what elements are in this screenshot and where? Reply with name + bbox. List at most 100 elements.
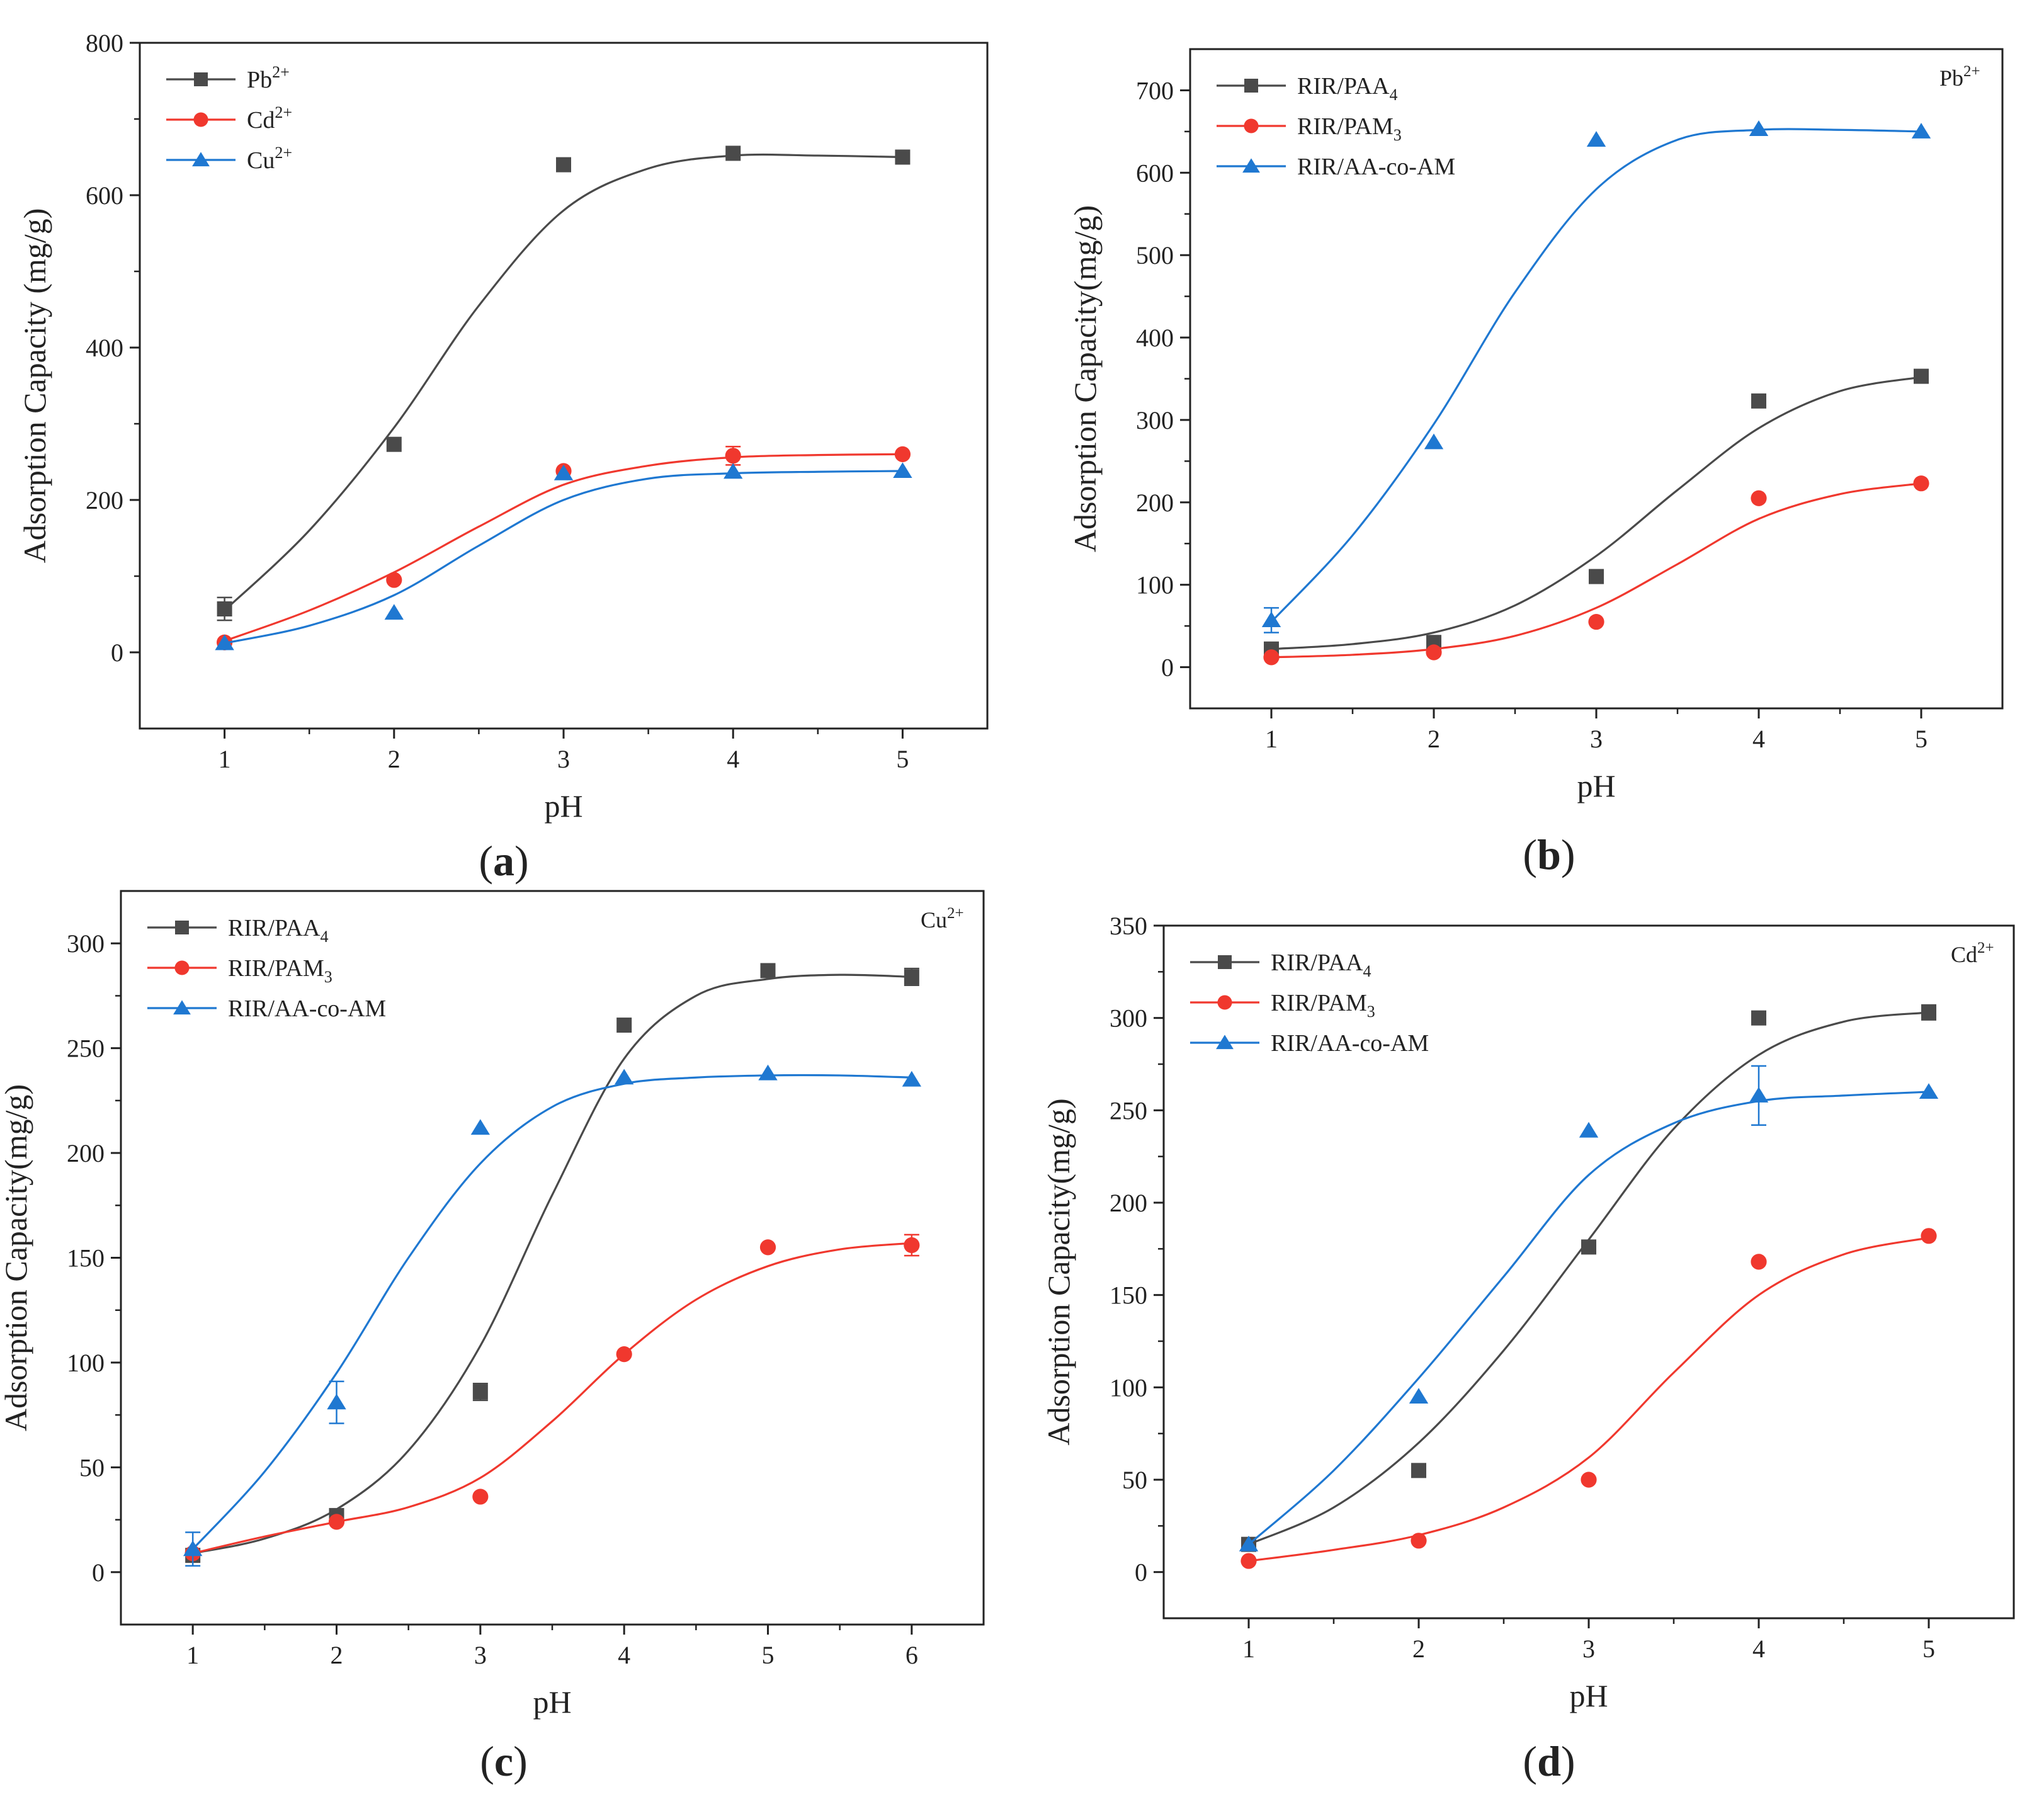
x-tick-label: 5 [1922,1635,1935,1663]
legend-entry: RIR/PAM3 [1271,990,1375,1021]
fit-curve-1 [224,453,903,642]
data-point [1921,1004,1936,1020]
legend-marker [1217,995,1232,1010]
legend-marker [193,112,208,127]
fit-curve-2 [1270,128,1922,623]
x-tick-label: 5 [896,745,909,773]
data-point [1586,131,1606,147]
legend-entry: RIR/PAA4 [1271,950,1371,980]
legend-entry: Cd2+ [247,103,292,133]
data-point [386,436,402,452]
x-tick-label: 5 [762,1641,775,1669]
data-point [1579,1121,1599,1138]
data-point [217,601,232,617]
y-tick-label: 50 [1122,1466,1147,1494]
data-point [904,1237,920,1254]
data-point [893,462,912,479]
x-tick-label: 4 [727,745,739,773]
data-point [894,446,911,463]
y-tick-label: 300 [1110,1004,1147,1033]
x-axis-label: pH [544,788,582,824]
data-point [327,1393,346,1410]
data-point [183,1540,203,1557]
legend-entry: Pb2+ [247,63,290,93]
fit-curve-2 [191,1074,912,1550]
x-tick-label: 1 [1242,1635,1255,1663]
chart-panel-c: 1 2 3 4 5 6 0 50 100 150 200 250 300 pH Adsorption Cap… [0,890,985,1785]
fit-curve-0 [192,973,912,1555]
data-point [1581,1239,1596,1255]
ion-label: Cd2+ [1951,939,1994,967]
data-point [614,1069,634,1085]
y-tick-label: 600 [86,181,123,210]
fit-curve-0 [1248,1011,1929,1546]
y-tick-label: 50 [79,1453,105,1482]
legend-marker [1242,158,1260,173]
x-tick-label: 4 [618,1641,630,1669]
data-point [725,448,741,464]
panel-label: (a) [479,837,528,885]
y-axis-label: Adsorption Capacity(mg/g) [0,1084,33,1431]
legend-entry: Cu2+ [247,144,292,174]
x-tick-label: 1 [219,745,231,773]
data-point [1751,1010,1766,1026]
x-tick-label: 4 [1752,725,1765,753]
data-point [1749,1087,1769,1103]
y-tick-label: 250 [1110,1096,1147,1125]
y-tick-label: 0 [111,638,123,667]
data-point [1751,490,1767,506]
data-point [1239,1535,1259,1552]
data-point [1589,569,1604,584]
y-tick-label: 400 [86,334,123,362]
x-tick-label: 1 [186,1641,199,1669]
data-point [472,1384,488,1400]
fit-curve-2 [1247,1091,1929,1545]
fit-curve-2 [224,470,903,645]
data-point [386,572,402,588]
data-point [758,1064,778,1081]
data-point [760,963,776,979]
x-tick-label: 2 [331,1641,343,1669]
legend-entry: RIR/PAM3 [1297,113,1402,144]
legend-marker [175,921,189,934]
data-point [724,463,743,479]
y-tick-label: 400 [1136,324,1174,352]
data-point [902,1070,922,1087]
legend-marker [1244,79,1258,93]
y-axis-label: Adsorption Capacity(mg/g) [1041,1098,1076,1445]
panel-label: (d) [1523,1737,1575,1785]
y-axis-label: Adsorption Capacity (mg/g) [17,208,52,564]
chart-panel-a: 1 2 3 4 5 0 200 400 600 800 pH Adsorption Capacity … [17,29,989,885]
legend-marker [1218,955,1232,969]
legend-entry: RIR/AA-co-AM [1297,154,1455,180]
data-point [1263,649,1280,666]
data-point [1913,475,1929,492]
fit-curve-1 [1248,1237,1929,1562]
data-point [470,1119,491,1135]
legend-marker [1216,1035,1234,1050]
x-tick-label: 6 [906,1641,918,1669]
data-point [616,1018,632,1033]
y-tick-label: 250 [67,1035,105,1063]
x-tick-label: 5 [1915,725,1928,753]
x-axis-label: pH [1569,1678,1608,1713]
data-point [328,1514,345,1530]
legend-entry: RIR/PAA4 [228,915,328,946]
y-tick-label: 300 [67,929,105,958]
x-tick-label: 2 [1428,725,1440,753]
data-point [1919,1083,1939,1099]
data-point [1241,1553,1257,1569]
fit-curve-1 [1271,482,1922,659]
data-point [1411,1463,1426,1478]
data-point [1588,613,1604,630]
data-point [1581,1472,1597,1488]
plot-frame [1162,924,2015,1620]
y-tick-label: 0 [1135,1558,1147,1587]
y-tick-label: 600 [1136,159,1174,187]
y-tick-label: 200 [1110,1189,1147,1217]
data-point [1751,1254,1767,1270]
fit-curve-0 [1271,376,1922,650]
y-tick-label: 100 [67,1349,105,1377]
